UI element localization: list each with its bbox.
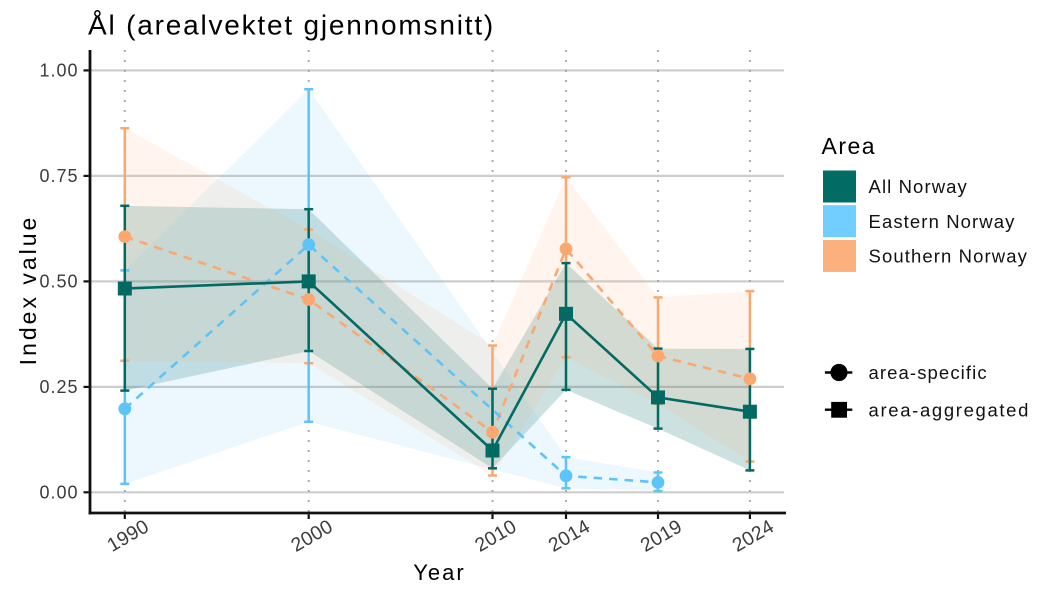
svg-text:0.50: 0.50 <box>39 272 78 292</box>
svg-text:Ål (arealvektet gjennomsnitt): Ål (arealvektet gjennomsnitt) <box>88 10 495 41</box>
svg-text:0.00: 0.00 <box>39 483 78 503</box>
svg-text:0.25: 0.25 <box>39 377 78 397</box>
svg-text:Index value: Index value <box>15 215 41 366</box>
svg-text:area-aggregated: area-aggregated <box>869 399 1031 420</box>
svg-text:Area: Area <box>822 133 877 159</box>
svg-text:0.75: 0.75 <box>39 166 78 186</box>
svg-text:Eastern Norway: Eastern Norway <box>869 211 1016 232</box>
svg-text:Southern Norway: Southern Norway <box>869 246 1028 267</box>
svg-text:Year: Year <box>413 560 465 585</box>
svg-text:1.00: 1.00 <box>39 61 78 81</box>
svg-text:area-specific: area-specific <box>869 362 988 383</box>
svg-text:All Norway: All Norway <box>869 176 968 197</box>
